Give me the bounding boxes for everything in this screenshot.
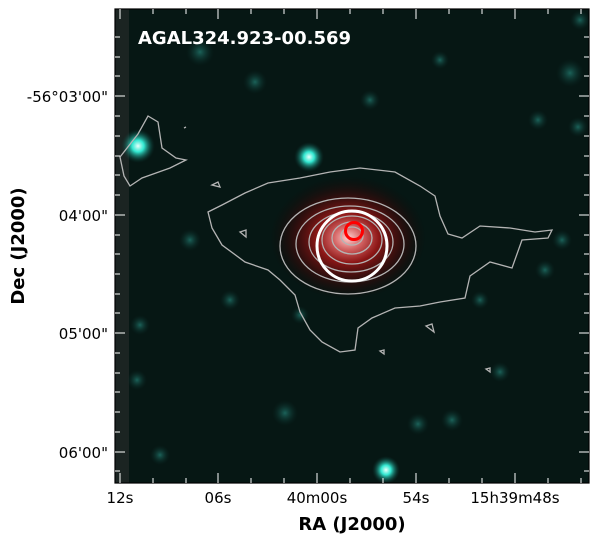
y-axis-label: Dec (J2000) bbox=[8, 187, 29, 304]
cyan-source-1 bbox=[121, 129, 155, 163]
image-panel: AGAL324.923-00.569 bbox=[115, 9, 589, 483]
image-title: AGAL324.923-00.569 bbox=[138, 28, 351, 49]
x-tick-label: 15h39m48s bbox=[470, 489, 559, 507]
y-tick-label: -56°03'00" bbox=[27, 88, 108, 106]
tick-marks bbox=[115, 9, 589, 483]
x-tick-label: 40m00s bbox=[287, 489, 348, 507]
y-tick-label: 05'00" bbox=[59, 325, 108, 343]
faint-sources bbox=[127, 10, 589, 465]
x-tick-label: 54s bbox=[403, 489, 430, 507]
x-axis-label: RA (J2000) bbox=[298, 514, 405, 535]
cyan-sources bbox=[121, 129, 400, 483]
large-white-circle bbox=[315, 209, 389, 283]
x-tick-label: 06s bbox=[205, 489, 232, 507]
plot-frame bbox=[114, 8, 590, 484]
small-red-circle bbox=[344, 221, 364, 241]
image-edge-strip bbox=[115, 9, 129, 483]
y-tick-label: 04'00" bbox=[59, 207, 108, 225]
cyan-source-3 bbox=[372, 456, 400, 483]
x-tick-label: 12s bbox=[107, 489, 134, 507]
contour-lines bbox=[119, 115, 554, 374]
y-tick-label: 06'00" bbox=[59, 444, 108, 462]
cyan-source-2 bbox=[294, 142, 324, 172]
